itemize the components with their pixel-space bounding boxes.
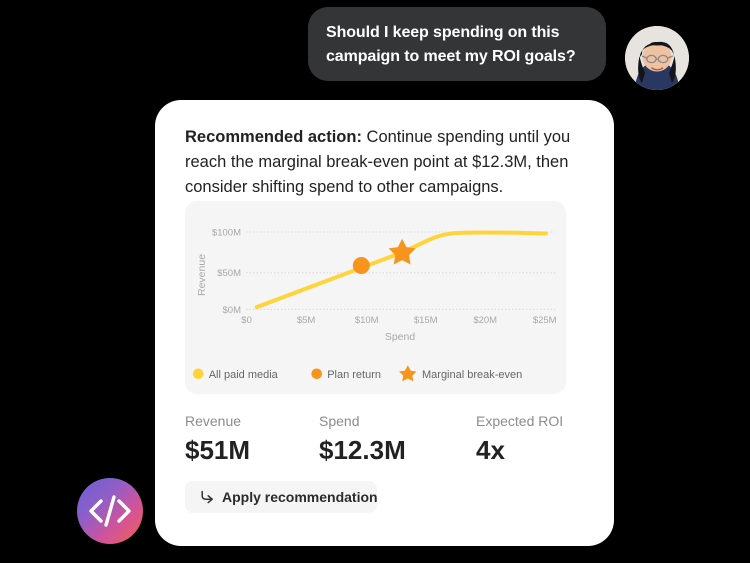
svg-text:$10M: $10M xyxy=(355,315,379,326)
svg-text:$5M: $5M xyxy=(297,315,316,326)
svg-text:Plan return: Plan return xyxy=(327,369,381,381)
svg-text:$0M: $0M xyxy=(223,305,242,316)
svg-text:Marginal break-even: Marginal break-even xyxy=(422,369,522,381)
svg-text:$15M: $15M xyxy=(414,315,438,326)
svg-text:Spend: Spend xyxy=(385,331,416,343)
svg-text:All paid media: All paid media xyxy=(209,369,279,381)
svg-text:$25M: $25M xyxy=(533,315,557,326)
svg-text:$20M: $20M xyxy=(473,315,497,326)
svg-text:$50M: $50M xyxy=(217,268,241,279)
svg-text:$0: $0 xyxy=(241,315,252,326)
svg-text:$100M: $100M xyxy=(212,228,241,239)
svg-text:Revenue: Revenue xyxy=(196,254,208,296)
